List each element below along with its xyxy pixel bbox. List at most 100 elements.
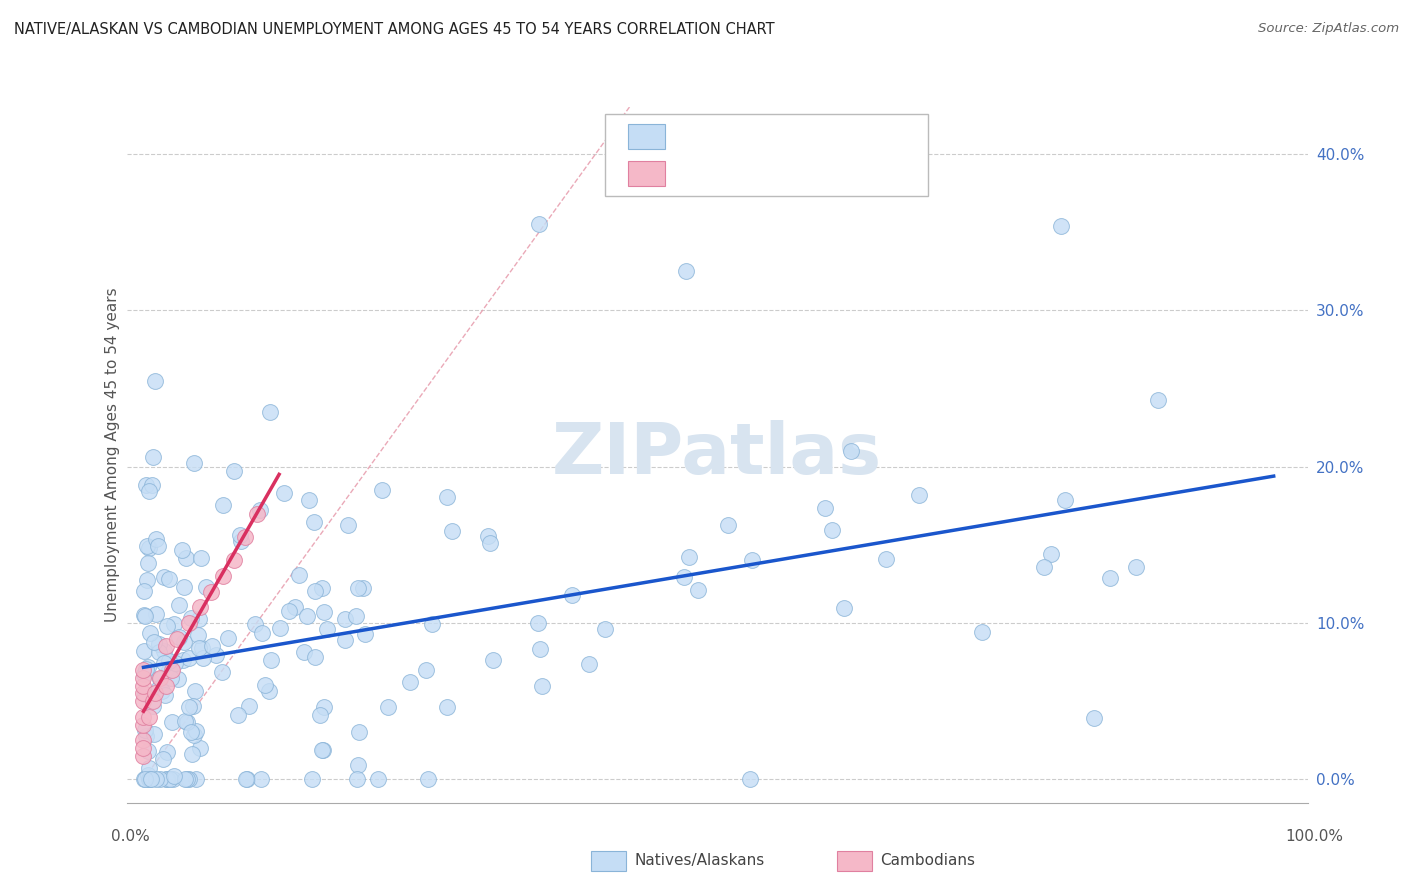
Point (741, 553, 763, 567)
Point (672, 570, 695, 584)
Point (529, 642, 551, 657)
Point (233, 530, 256, 544)
Point (138, 772, 160, 787)
Point (352, 581, 374, 595)
Point (354, 626, 377, 640)
Point (269, 621, 291, 635)
Point (167, 630, 190, 644)
Text: 0.0%: 0.0% (111, 830, 150, 844)
Point (315, 622, 337, 636)
Point (141, 477, 163, 491)
Point (311, 743, 333, 757)
Text: R =: R = (673, 128, 710, 146)
Point (180, 611, 202, 625)
Point (191, 640, 214, 655)
Point (183, 684, 205, 698)
Point (311, 581, 333, 595)
Point (186, 723, 208, 738)
Point (226, 708, 249, 723)
Point (177, 700, 200, 714)
Point (183, 699, 205, 714)
Point (163, 657, 186, 671)
Point (157, 663, 180, 677)
Text: 0.567: 0.567 (720, 128, 772, 146)
Point (153, 570, 176, 584)
Point (136, 573, 159, 587)
Point (190, 550, 212, 565)
Point (183, 728, 205, 742)
Point (273, 485, 295, 500)
Point (152, 752, 174, 766)
Point (578, 657, 600, 671)
Point (304, 583, 326, 598)
Point (173, 580, 195, 594)
Point (187, 641, 209, 656)
Point (347, 725, 370, 739)
Point (162, 617, 184, 632)
Point (132, 608, 155, 623)
Point (1032, 560, 1054, 574)
Point (134, 687, 156, 701)
Point (292, 645, 315, 659)
Point (132, 679, 155, 693)
Point (191, 651, 214, 665)
Point (145, 533, 167, 547)
Point (174, 714, 197, 728)
Point (418, 772, 440, 787)
Point (1054, 492, 1077, 507)
Point (174, 772, 197, 787)
Point (180, 725, 202, 739)
Point (179, 651, 201, 665)
Y-axis label: Unemployment Among Ages 45 to 54 years: Unemployment Among Ages 45 to 54 years (105, 287, 120, 623)
Point (138, 541, 160, 555)
Point (143, 374, 166, 388)
Point (150, 684, 173, 698)
Point (132, 686, 155, 700)
Point (1147, 393, 1170, 408)
Point (160, 714, 183, 729)
Point (527, 217, 550, 231)
Point (138, 744, 160, 758)
Point (740, 772, 762, 787)
Point (195, 580, 218, 594)
Point (153, 656, 176, 670)
Point (138, 761, 160, 775)
Point (686, 582, 709, 597)
Point (142, 450, 165, 464)
Point (678, 550, 700, 565)
Point (249, 502, 271, 516)
Point (139, 772, 162, 787)
Text: 100.0%: 100.0% (1285, 830, 1344, 844)
Point (814, 500, 837, 515)
Point (217, 632, 239, 646)
Point (260, 653, 283, 667)
Point (1125, 560, 1147, 574)
Point (301, 772, 323, 787)
Point (259, 405, 281, 419)
Point (478, 535, 501, 549)
Point (134, 723, 156, 737)
Point (166, 632, 188, 646)
Point (138, 710, 160, 724)
Point (163, 769, 186, 783)
Point (188, 600, 211, 615)
Point (1039, 547, 1062, 561)
Point (259, 684, 281, 698)
Point (238, 698, 260, 713)
Point (148, 637, 170, 651)
Point (399, 675, 422, 690)
Point (177, 615, 200, 630)
Point (188, 740, 211, 755)
Point (141, 694, 163, 708)
Point (201, 639, 224, 653)
Point (145, 772, 167, 787)
Point (1098, 572, 1121, 586)
Point (143, 635, 166, 649)
Point (176, 772, 198, 787)
Point (229, 534, 252, 549)
Text: R =: R = (673, 164, 710, 183)
Point (132, 710, 155, 724)
Text: N =: N = (772, 128, 820, 146)
Point (1049, 219, 1071, 233)
Point (132, 741, 155, 756)
